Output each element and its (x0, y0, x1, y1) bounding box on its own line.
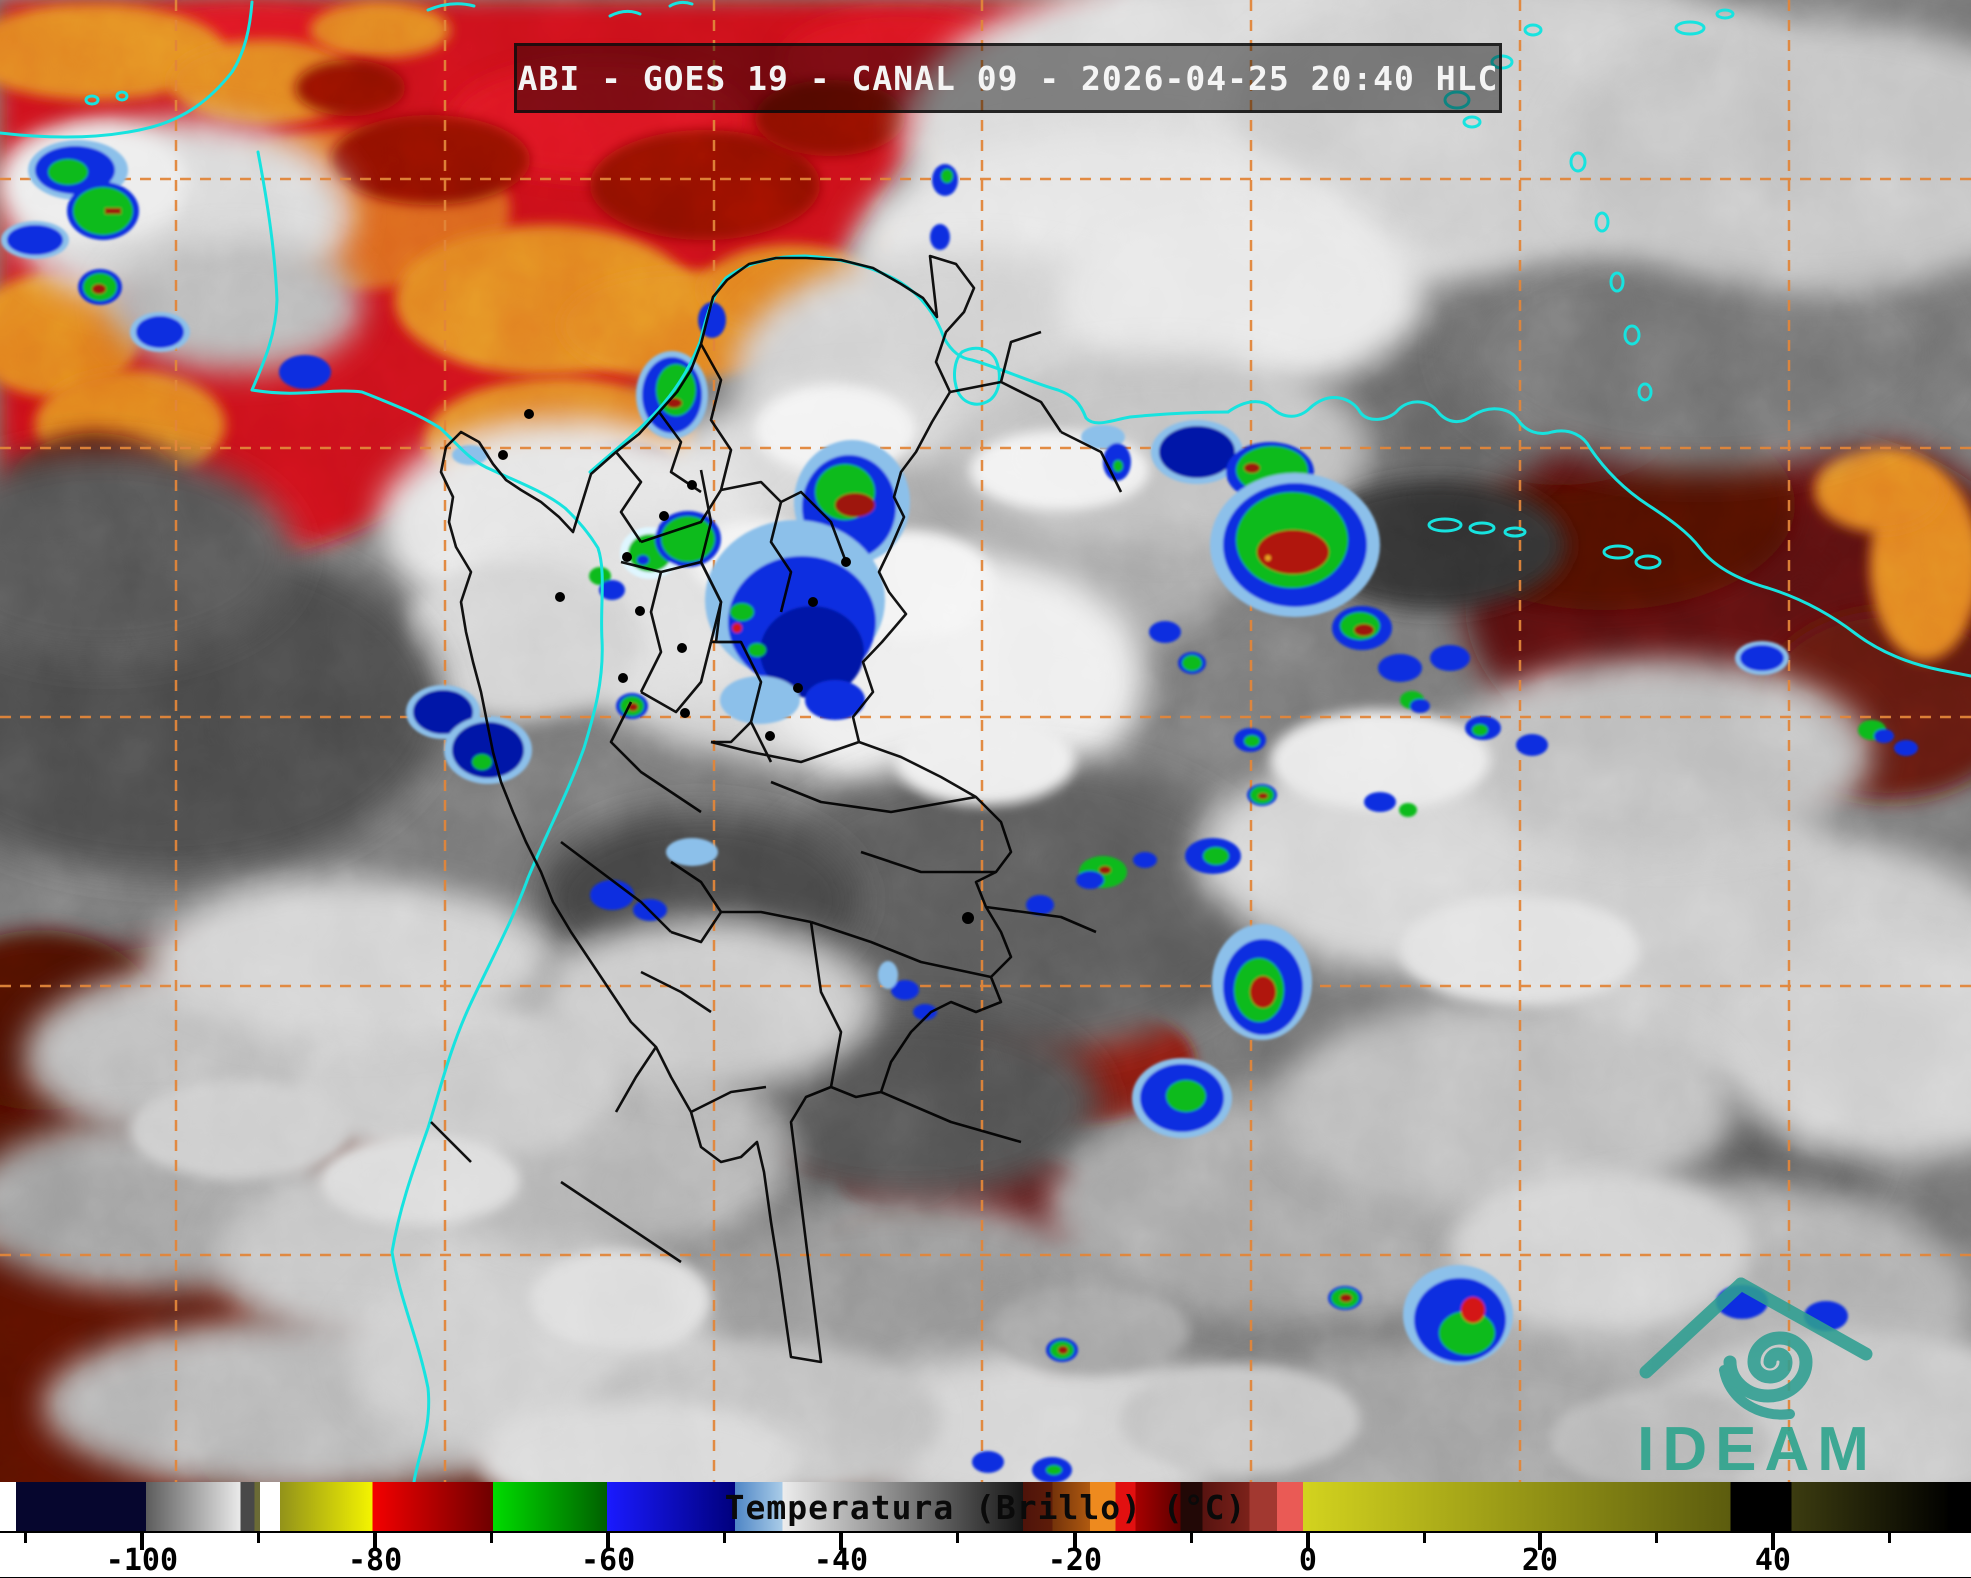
storm-cell (1247, 784, 1277, 806)
colorbar-minor-tick (490, 1533, 494, 1543)
ideam-eye-icon (1639, 1277, 1873, 1420)
colorbar-minor-tick (1654, 1533, 1658, 1543)
storm-cell (932, 164, 958, 196)
storm-cell (616, 693, 648, 719)
colorbar-tick-label: 0 (1298, 1543, 1317, 1578)
city-markers (498, 409, 974, 924)
colorbar-major-tick (139, 1533, 144, 1550)
storm-cell (1046, 1338, 1078, 1362)
storm-cell (1132, 1058, 1232, 1138)
satellite-map-area: IDEAM (0, 0, 1971, 1482)
storm-cell (1234, 728, 1266, 752)
colorbar-gradient-strip (0, 1482, 1971, 1533)
colorbar-major-tick (373, 1533, 378, 1550)
storm-cell (972, 1451, 1004, 1473)
storm-cell (1032, 1457, 1072, 1482)
colorbar-major-tick (839, 1533, 844, 1550)
satellite-map: IDEAM (0, 0, 1971, 1482)
title-text: ABI - GOES 19 - CANAL 09 - 2026-04-25 20… (517, 58, 1499, 98)
cloud-texture-noise-large (0, 0, 1971, 1482)
colorbar-tick-label: 20 (1521, 1543, 1558, 1578)
storm-cell (1735, 641, 1789, 675)
storm-cell (444, 716, 532, 784)
storm-cell (1081, 425, 1125, 449)
colorbar-label: Temperatura (Brillo) (°C) (724, 1488, 1247, 1527)
storm-cell (590, 880, 634, 910)
colorbar-minor-tick (956, 1533, 960, 1543)
storm-cell (78, 269, 122, 305)
colorbar-tick-label: -60 (580, 1543, 636, 1578)
storm-cell (1399, 803, 1417, 817)
colorbar-minor-tick (1888, 1533, 1892, 1543)
colorbar-axis: -100 -80 -60 -40 -20 0 20 40 (0, 1533, 1971, 1578)
coastlines (0, 0, 1971, 1482)
storm-cell (1465, 716, 1501, 740)
political-borders (430, 254, 1123, 1364)
colorbar-legend: Temperatura (Brillo) (°C) -100 -80 -60 -40-… (0, 1482, 1971, 1578)
storm-cell (1894, 740, 1918, 756)
storm-cell (1178, 652, 1206, 674)
colorbar-tick-label: -100 (105, 1543, 179, 1578)
storm-cell (589, 567, 625, 600)
storm-cell (878, 961, 937, 1020)
colorbar-major-tick (1770, 1533, 1775, 1550)
colorbar-major-tick (1537, 1533, 1542, 1550)
storm-cell (279, 355, 331, 389)
storm-cell (1026, 895, 1054, 915)
storm-cell (1430, 645, 1470, 671)
colorbar-tick-label: -40 (813, 1543, 869, 1578)
storm-cell (130, 312, 190, 352)
colorbar-major-tick (606, 1533, 611, 1550)
storm-cell (1, 221, 69, 259)
ideam-logo: IDEAM (1637, 1277, 1877, 1482)
ideam-logo-text: IDEAM (1637, 1415, 1877, 1482)
storm-cell (1149, 621, 1181, 643)
storm-cell (1858, 720, 1894, 743)
storm-cell (666, 838, 718, 866)
storm-cell (1328, 1286, 1362, 1310)
colorbar-major-tick (1072, 1533, 1077, 1550)
colorbar-minor-tick (1189, 1533, 1193, 1543)
storm-cell (1364, 792, 1396, 812)
storm-cell (1185, 838, 1241, 874)
colorbar-minor-tick (1422, 1533, 1426, 1543)
colorbar-minor-tick (23, 1533, 27, 1543)
storm-cell (1212, 924, 1312, 1040)
title-bar: ABI - GOES 19 - CANAL 09 - 2026-04-25 20… (514, 43, 1502, 113)
storm-cell (1076, 856, 1127, 889)
storm-cell (1332, 606, 1392, 650)
storm-cell (1210, 473, 1380, 617)
storm-cell (1400, 691, 1430, 713)
storm-cell (1378, 654, 1422, 682)
graticule (0, 0, 1971, 1482)
colorbar-minor-tick (723, 1533, 727, 1543)
colorbar-tick-label: -80 (347, 1543, 403, 1578)
storm-cell (1151, 420, 1243, 484)
storm-cell (705, 520, 885, 724)
colorbar-tick-label: 40 (1754, 1543, 1791, 1578)
storm-cell (1133, 852, 1157, 868)
colorbar-tick-label: -20 (1047, 1543, 1103, 1578)
storm-cell (930, 224, 950, 250)
storm-cell (67, 182, 139, 240)
colorbar-minor-tick (257, 1533, 261, 1543)
colorbar-major-tick (1305, 1533, 1310, 1550)
storm-cell (1403, 1265, 1513, 1365)
storm-cell (1516, 734, 1548, 756)
